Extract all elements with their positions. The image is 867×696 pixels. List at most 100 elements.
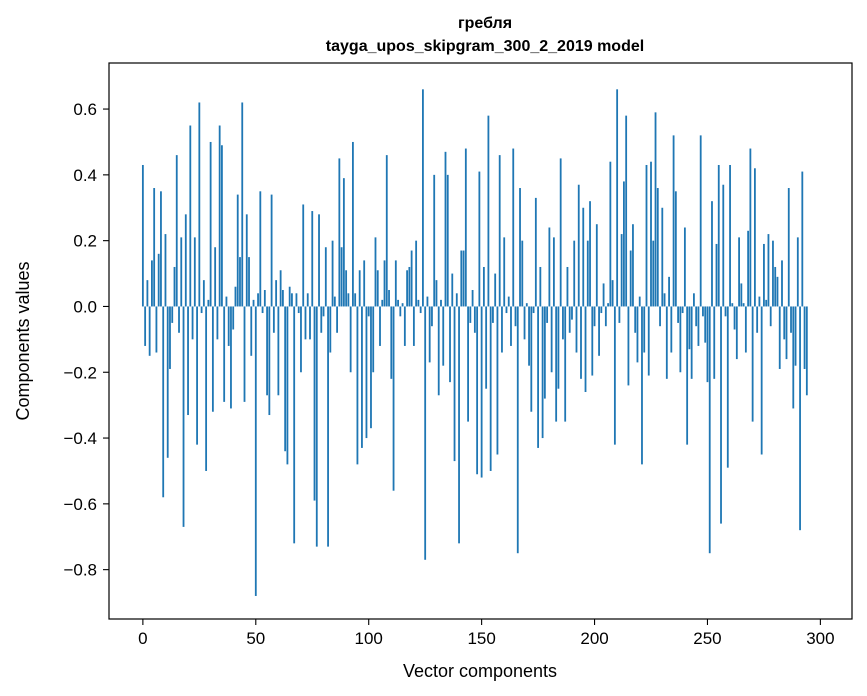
bar-2 xyxy=(146,280,149,307)
bar-121 xyxy=(415,240,418,307)
bar-160 xyxy=(503,237,506,307)
bar-204 xyxy=(602,283,605,307)
bar-242 xyxy=(688,306,691,350)
bar-218 xyxy=(634,306,637,333)
bar-173 xyxy=(532,306,535,314)
bar-39 xyxy=(230,306,232,409)
bar-257 xyxy=(722,184,725,307)
bar-254 xyxy=(715,243,718,307)
bar-52 xyxy=(259,191,262,307)
bar-7 xyxy=(157,253,160,307)
bar-284 xyxy=(783,306,786,340)
bar-108 xyxy=(385,155,388,307)
bar-263 xyxy=(735,306,738,360)
bar-269 xyxy=(749,148,752,307)
bar-176 xyxy=(539,266,542,307)
bar-191 xyxy=(573,240,576,307)
bar-270 xyxy=(751,306,754,422)
bar-221 xyxy=(641,306,643,465)
bar-246 xyxy=(697,306,700,346)
bar-42 xyxy=(236,194,239,307)
bar-97 xyxy=(361,306,363,448)
bar-255 xyxy=(717,164,720,307)
bar-249 xyxy=(704,306,707,343)
bar-198 xyxy=(589,201,591,307)
bar-38 xyxy=(227,306,230,346)
bar-93 xyxy=(352,141,354,307)
bar-17 xyxy=(180,237,183,307)
bar-168 xyxy=(521,240,524,307)
bar-43 xyxy=(239,257,241,307)
bar-86 xyxy=(336,306,338,333)
bar-27 xyxy=(202,280,205,307)
bar-215 xyxy=(627,306,630,386)
bar-266 xyxy=(742,303,745,307)
bar-23 xyxy=(193,237,196,307)
bar-278 xyxy=(769,306,772,327)
bar-112 xyxy=(394,260,397,307)
bar-122 xyxy=(417,299,420,307)
bar-32 xyxy=(214,247,217,307)
bar-118 xyxy=(408,266,411,307)
bar-18 xyxy=(182,306,185,527)
bar-149 xyxy=(478,171,481,307)
bar-193 xyxy=(577,184,580,307)
bar-177 xyxy=(541,306,544,439)
bar-229 xyxy=(659,306,661,327)
bar-83 xyxy=(329,306,332,353)
bar-189 xyxy=(568,306,571,333)
bar-179 xyxy=(546,306,549,323)
bar-225 xyxy=(650,161,652,307)
bar-211 xyxy=(618,306,621,323)
bar-115 xyxy=(401,303,404,307)
bar-180 xyxy=(548,227,551,307)
bar-293 xyxy=(803,306,806,369)
bar-50 xyxy=(254,306,257,596)
bar-59 xyxy=(275,280,278,307)
bar-291 xyxy=(799,306,801,531)
bar-75 xyxy=(311,211,314,307)
bar-87 xyxy=(338,158,341,307)
bar-60 xyxy=(277,306,280,396)
bar-58 xyxy=(272,306,275,333)
bar-162 xyxy=(507,296,510,307)
bar-208 xyxy=(611,280,614,307)
bar-174 xyxy=(534,197,537,307)
bar-197 xyxy=(586,240,589,307)
bar-128 xyxy=(431,306,433,327)
bar-113 xyxy=(397,299,399,307)
bar-65 xyxy=(288,286,291,307)
bar-292 xyxy=(801,171,804,307)
y-tick-label-1: −0.6 xyxy=(63,495,97,514)
bar-216 xyxy=(629,250,632,307)
bar-22 xyxy=(191,306,194,340)
bar-144 xyxy=(467,306,469,422)
bar-44 xyxy=(241,102,244,307)
bar-53 xyxy=(261,306,264,314)
bar-167 xyxy=(519,188,521,307)
bar-33 xyxy=(216,306,219,340)
bar-287 xyxy=(790,306,792,333)
bar-79 xyxy=(320,306,323,333)
bar-78 xyxy=(318,214,320,307)
bar-5 xyxy=(153,188,156,307)
bar-139 xyxy=(455,293,458,307)
bar-259 xyxy=(726,306,729,468)
bar-24 xyxy=(196,306,198,445)
bar-256 xyxy=(720,306,722,524)
bar-138 xyxy=(453,306,456,462)
bar-54 xyxy=(263,290,266,307)
bar-253 xyxy=(713,306,716,379)
bar-117 xyxy=(406,270,409,307)
bar-157 xyxy=(496,306,499,455)
bar-88 xyxy=(340,247,343,307)
y-tick-label-7: 0.6 xyxy=(73,100,97,119)
bar-163 xyxy=(510,306,512,346)
bar-3 xyxy=(148,306,151,356)
bar-91 xyxy=(347,293,350,307)
bar-288 xyxy=(792,306,795,409)
bar-132 xyxy=(440,299,442,307)
bar-230 xyxy=(661,207,664,307)
x-tick-label-250: 250 xyxy=(693,629,721,648)
